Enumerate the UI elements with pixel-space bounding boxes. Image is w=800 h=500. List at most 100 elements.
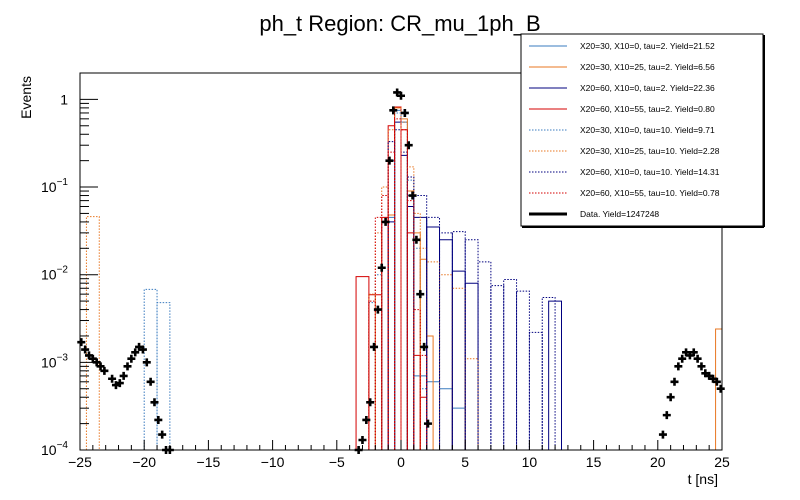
data-point bbox=[716, 384, 725, 393]
x-tick-label: −10 bbox=[261, 454, 285, 470]
data-point bbox=[666, 393, 675, 402]
y-tick-exponent: −1 bbox=[57, 177, 69, 188]
data-point bbox=[400, 108, 409, 117]
series-7-bin-3 bbox=[387, 151, 396, 450]
data-point bbox=[119, 371, 128, 380]
data-point bbox=[81, 345, 90, 354]
series-4-bin-10 bbox=[413, 247, 421, 450]
data-point bbox=[404, 141, 413, 150]
data-point bbox=[712, 377, 721, 386]
legend-entry-label: X20=30, X10=0, tau=2. Yield=21.52 bbox=[580, 41, 715, 51]
data-point bbox=[158, 430, 167, 439]
data-point bbox=[131, 348, 140, 357]
x-tick-label: 25 bbox=[714, 454, 730, 470]
data-point bbox=[678, 354, 687, 363]
x-tick-label: 20 bbox=[650, 454, 666, 470]
data-point bbox=[423, 419, 432, 428]
x-tick-label: −25 bbox=[68, 454, 92, 470]
series-6-bin-13 bbox=[516, 290, 530, 450]
series-4-bin-3 bbox=[368, 302, 376, 450]
data-point bbox=[697, 362, 706, 371]
y-tick-base: 10 bbox=[41, 354, 57, 370]
legend-entry-label: X20=60, X10=55, tau=10. Yield=0.78 bbox=[580, 188, 720, 198]
data-point bbox=[366, 398, 375, 407]
data-point bbox=[96, 362, 105, 371]
data-point bbox=[670, 377, 679, 386]
series-4-bin-1 bbox=[156, 302, 171, 450]
data-point bbox=[138, 345, 147, 354]
y-tick-exponent: −2 bbox=[57, 265, 69, 276]
data-point bbox=[389, 106, 398, 115]
x-tick-label: −5 bbox=[329, 454, 345, 470]
x-tick-label: 5 bbox=[461, 454, 469, 470]
data-point bbox=[397, 91, 405, 100]
series-6-bin-15 bbox=[541, 296, 556, 450]
legend-entry-label: X20=60, X10=0, tau=10. Yield=14.31 bbox=[580, 167, 720, 177]
series-6-bin-3 bbox=[400, 151, 408, 450]
series-6-bin-7 bbox=[439, 232, 453, 450]
axes: −25 −20 −15 −10 −5 0 5 10 15 20 2510−410−310−210−1… bbox=[41, 72, 730, 470]
data-point bbox=[146, 377, 155, 386]
chart-title: ph_t Region: CR_mu_1ph_B bbox=[259, 11, 540, 36]
legend-entry-label: X20=60, X10=0, tau=2. Yield=22.36 bbox=[580, 83, 715, 93]
legend-entry-label: X20=30, X10=25, tau=10. Yield=2.28 bbox=[580, 146, 720, 156]
data-point bbox=[420, 342, 429, 351]
y-tick-exponent: −3 bbox=[57, 352, 69, 363]
data-point bbox=[408, 191, 417, 200]
data-point bbox=[373, 305, 382, 314]
plot-area bbox=[77, 88, 725, 454]
x-axis-label: t [ns] bbox=[688, 471, 718, 487]
y-tick-base: 10 bbox=[41, 267, 57, 283]
x-tick-label: 10 bbox=[522, 454, 538, 470]
y-tick-label: 10−4 bbox=[41, 440, 68, 458]
x-tick-label: 15 bbox=[586, 454, 602, 470]
x-tick-label: 0 bbox=[397, 454, 405, 470]
legend-entry-label: X20=60, X10=55, tau=2. Yield=0.80 bbox=[580, 104, 715, 114]
legend-box bbox=[520, 33, 764, 227]
data-point bbox=[154, 415, 163, 424]
data-point bbox=[123, 362, 132, 371]
y-tick-base: 10 bbox=[41, 442, 57, 458]
legend-entry-label: Data. Yield=1247248 bbox=[580, 209, 659, 219]
data-point bbox=[381, 217, 390, 226]
y-tick-label: 10−1 bbox=[41, 177, 68, 195]
data-point bbox=[127, 354, 136, 363]
y-tick-base: 10 bbox=[41, 179, 57, 195]
y-tick-label: 10−3 bbox=[41, 352, 68, 370]
series-7-bin-1 bbox=[374, 216, 383, 450]
series-6-bin-14 bbox=[528, 331, 543, 450]
series-7-bin-8 bbox=[419, 354, 428, 450]
data-point bbox=[674, 362, 683, 371]
legend-entry-label: X20=30, X10=0, tau=10. Yield=9.71 bbox=[580, 125, 715, 135]
y-tick-label: 10−2 bbox=[41, 265, 68, 283]
data-point bbox=[662, 411, 671, 420]
data-point bbox=[689, 348, 698, 357]
data-point bbox=[77, 338, 86, 347]
y-tick-exponent: −4 bbox=[57, 440, 69, 451]
legend-entry-label: X20=30, X10=25, tau=2. Yield=6.56 bbox=[580, 62, 715, 72]
x-tick-label: −15 bbox=[197, 454, 221, 470]
data-point bbox=[362, 415, 371, 424]
y-axis-label: Events bbox=[18, 76, 34, 119]
series-5-bin-12 bbox=[451, 287, 466, 450]
legend: X20=30, X10=0, tau=2. Yield=21.52 X20=30,… bbox=[520, 33, 765, 228]
series-7-bin-4 bbox=[394, 118, 402, 450]
series-7 bbox=[368, 118, 434, 451]
x-tick-label: −20 bbox=[132, 454, 156, 470]
data-point bbox=[370, 342, 379, 351]
data-point bbox=[358, 436, 367, 445]
data-point bbox=[385, 156, 394, 165]
data-point bbox=[150, 398, 159, 407]
data-point bbox=[416, 290, 425, 299]
y-tick-base: 1 bbox=[60, 91, 68, 107]
series-6-bin-12 bbox=[503, 279, 518, 450]
data-point bbox=[412, 235, 421, 244]
series-5-bin-9 bbox=[419, 247, 428, 450]
data-point bbox=[115, 379, 124, 388]
data-point bbox=[142, 358, 151, 367]
data-point bbox=[108, 374, 117, 383]
series-7-bin-6 bbox=[406, 200, 415, 450]
data-point bbox=[377, 263, 386, 272]
data-point bbox=[658, 430, 667, 439]
